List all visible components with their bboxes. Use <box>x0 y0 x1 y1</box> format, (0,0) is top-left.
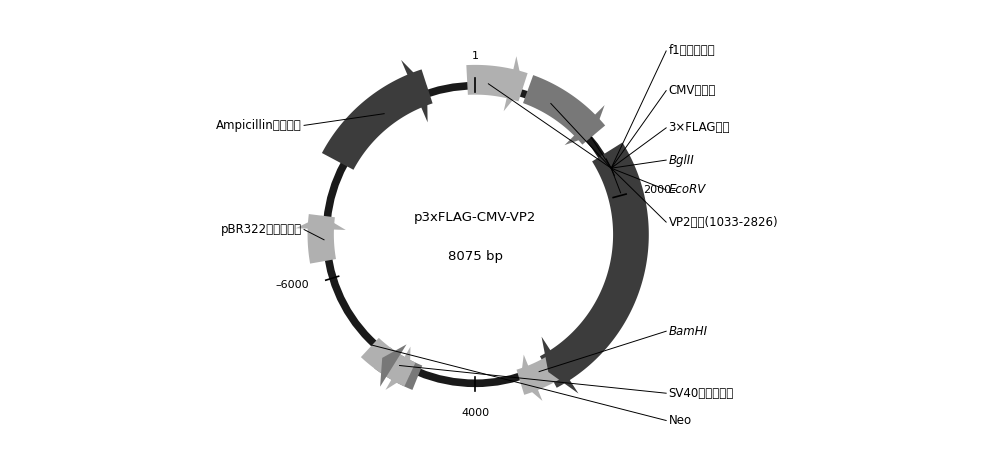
Text: CMV启动子: CMV启动子 <box>669 84 716 97</box>
Polygon shape <box>401 60 428 122</box>
Text: 1: 1 <box>472 51 479 61</box>
Text: 2000–: 2000– <box>643 185 677 195</box>
Text: BglII: BglII <box>669 154 694 166</box>
Text: pBR322复制起始点: pBR322复制起始点 <box>220 223 302 236</box>
Text: 3×FLAG标签: 3×FLAG标签 <box>669 121 730 134</box>
Text: –6000: –6000 <box>275 280 309 289</box>
Polygon shape <box>385 347 410 390</box>
Text: Neo: Neo <box>669 414 692 427</box>
Polygon shape <box>565 105 605 145</box>
Polygon shape <box>540 143 649 388</box>
Polygon shape <box>380 344 407 387</box>
Polygon shape <box>523 75 605 144</box>
Text: f1复制起始点: f1复制起始点 <box>669 45 715 58</box>
Text: p3xFLAG-CMV-VP2: p3xFLAG-CMV-VP2 <box>414 211 536 224</box>
Polygon shape <box>520 355 542 401</box>
Text: SV40复制起始点: SV40复制起始点 <box>669 387 734 400</box>
Polygon shape <box>374 348 422 390</box>
Text: EcoRV: EcoRV <box>669 183 706 197</box>
Polygon shape <box>517 355 564 395</box>
Polygon shape <box>308 214 336 264</box>
Text: Ampicillin抗性基因: Ampicillin抗性基因 <box>216 119 302 132</box>
Text: VP2蛋白(1033-2826): VP2蛋白(1033-2826) <box>669 216 778 228</box>
Polygon shape <box>466 65 528 101</box>
Polygon shape <box>322 69 433 170</box>
Text: BamHI: BamHI <box>669 325 708 338</box>
Text: 4000: 4000 <box>461 408 489 418</box>
Polygon shape <box>504 56 523 111</box>
Text: 8075 bp: 8075 bp <box>448 250 503 263</box>
Polygon shape <box>542 337 578 393</box>
Polygon shape <box>361 338 415 386</box>
Polygon shape <box>296 216 346 230</box>
